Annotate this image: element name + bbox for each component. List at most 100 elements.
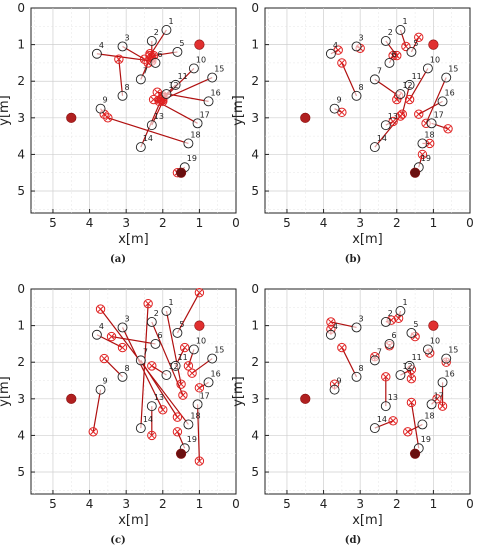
node-label: 2 bbox=[154, 28, 159, 37]
node-true-position bbox=[395, 25, 406, 35]
node-true-position bbox=[117, 322, 128, 333]
error-line bbox=[100, 308, 189, 425]
error-line bbox=[92, 389, 102, 432]
node-label: 12 bbox=[168, 81, 178, 90]
estimate-cross bbox=[196, 458, 203, 464]
node-true-position bbox=[380, 316, 391, 327]
error-line bbox=[151, 321, 184, 396]
node-true-position bbox=[395, 89, 406, 99]
estimate-cross bbox=[408, 375, 415, 382]
node-label: 7 bbox=[143, 66, 148, 75]
x-tick-label: 3 bbox=[122, 216, 130, 230]
estimate-cross bbox=[174, 428, 181, 435]
estimate-marker bbox=[178, 390, 188, 400]
node-label: 8 bbox=[125, 364, 130, 373]
node-label: 14 bbox=[143, 415, 153, 424]
estimate-marker bbox=[148, 94, 159, 105]
estimate-cross bbox=[196, 289, 203, 296]
estimate-cross bbox=[189, 370, 195, 377]
estimate-cross bbox=[196, 384, 203, 391]
panel-caption: (d) bbox=[345, 535, 361, 546]
node-label: 2 bbox=[388, 28, 393, 37]
node-true-position bbox=[406, 46, 417, 57]
node-true-position bbox=[380, 35, 391, 46]
estimate-marker bbox=[172, 427, 183, 437]
node-true-position bbox=[404, 79, 415, 90]
node-label: 18 bbox=[190, 130, 200, 139]
estimate-cross bbox=[145, 300, 151, 307]
node-true-position bbox=[384, 57, 395, 68]
y-tick-label: 3 bbox=[251, 392, 259, 406]
estimate-cross bbox=[339, 344, 345, 351]
node-label: 8 bbox=[359, 364, 364, 373]
node-true-position bbox=[369, 355, 380, 366]
node-label: 11 bbox=[178, 72, 188, 81]
node-label: 2 bbox=[388, 309, 393, 318]
node-label: 12 bbox=[168, 362, 178, 371]
anchor-marker bbox=[300, 112, 311, 123]
estimate-cross bbox=[328, 319, 334, 325]
node-true-position bbox=[192, 118, 203, 129]
estimate-marker bbox=[401, 41, 411, 52]
estimate-cross bbox=[185, 363, 192, 369]
node-true-position bbox=[351, 322, 362, 333]
node-true-position bbox=[91, 329, 102, 340]
node-label: 9 bbox=[103, 377, 108, 386]
node-label: 10 bbox=[430, 55, 440, 64]
estimate-cross bbox=[159, 406, 166, 413]
estimate-cross bbox=[404, 428, 411, 435]
node-label: 11 bbox=[412, 72, 422, 81]
y-axis-label: y[m] bbox=[231, 376, 246, 407]
estimate-cross bbox=[148, 363, 155, 369]
estimate-marker bbox=[406, 397, 417, 408]
node-label: 12 bbox=[402, 81, 412, 90]
node-label: 6 bbox=[391, 50, 396, 59]
node-label: 4 bbox=[99, 41, 104, 50]
estimate-cross bbox=[390, 417, 396, 424]
node-label: 16 bbox=[211, 88, 221, 97]
y-tick-label: 1 bbox=[17, 38, 25, 52]
node-true-position bbox=[146, 120, 157, 131]
estimate-marker bbox=[437, 401, 448, 411]
error-line bbox=[165, 310, 182, 385]
node-true-position bbox=[406, 327, 417, 338]
node-true-position bbox=[441, 353, 452, 364]
estimate-cross bbox=[150, 96, 157, 103]
y-tick-label: 0 bbox=[251, 1, 259, 15]
node-true-position bbox=[161, 25, 172, 35]
estimate-marker bbox=[143, 298, 153, 309]
x-tick-label: 2 bbox=[159, 216, 167, 230]
error-line bbox=[111, 335, 156, 345]
panel-caption: (c) bbox=[110, 535, 126, 546]
node-label: 1 bbox=[168, 17, 173, 26]
node-true-position bbox=[417, 419, 428, 430]
estimate-marker bbox=[381, 372, 391, 382]
node-label: 19 bbox=[187, 435, 197, 444]
x-tick-label: 0 bbox=[466, 497, 474, 511]
estimate-cross bbox=[434, 395, 440, 402]
node-label: 7 bbox=[377, 347, 382, 356]
node-label: 18 bbox=[424, 130, 434, 139]
estimate-marker bbox=[176, 379, 186, 389]
node-label: 13 bbox=[154, 112, 164, 121]
x-tick-label: 2 bbox=[393, 216, 401, 230]
node-true-position bbox=[404, 360, 415, 371]
estimate-marker bbox=[139, 54, 150, 64]
estimate-marker bbox=[145, 49, 155, 59]
estimate-cross bbox=[108, 333, 115, 340]
node-true-position bbox=[146, 401, 157, 412]
node-true-position bbox=[384, 338, 395, 349]
anchor-marker bbox=[194, 320, 205, 331]
node-label: 5 bbox=[179, 39, 184, 48]
node-label: 3 bbox=[125, 33, 130, 42]
x-tick-label: 4 bbox=[86, 216, 94, 230]
y-axis-label: y[m] bbox=[231, 95, 246, 126]
anchor-marker bbox=[428, 39, 439, 50]
node-true-position bbox=[135, 74, 146, 85]
estimate-marker bbox=[443, 124, 453, 134]
node-label: 13 bbox=[388, 393, 398, 402]
node-true-position bbox=[146, 35, 157, 46]
